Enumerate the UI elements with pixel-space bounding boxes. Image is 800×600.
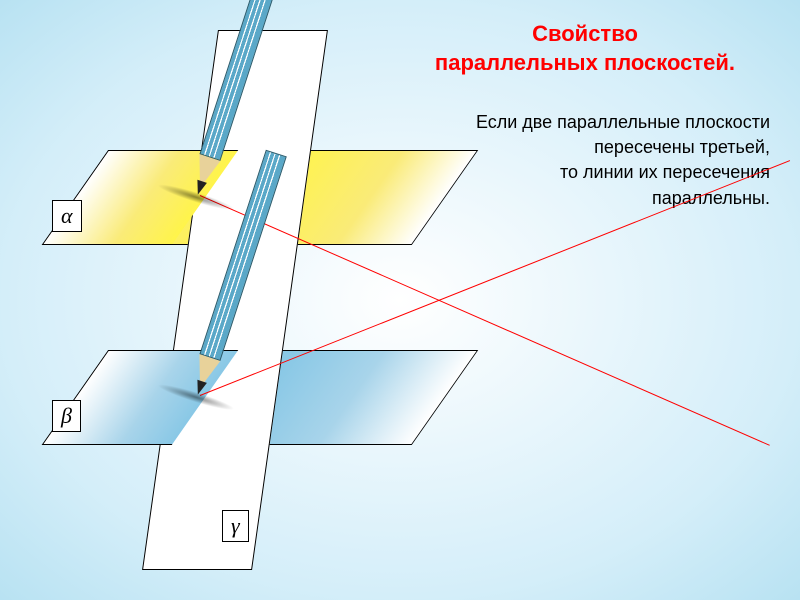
label-gamma: γ <box>222 510 249 542</box>
label-alpha: α <box>52 200 82 232</box>
label-beta: β <box>52 400 81 432</box>
diagram: α β γ <box>0 20 500 600</box>
